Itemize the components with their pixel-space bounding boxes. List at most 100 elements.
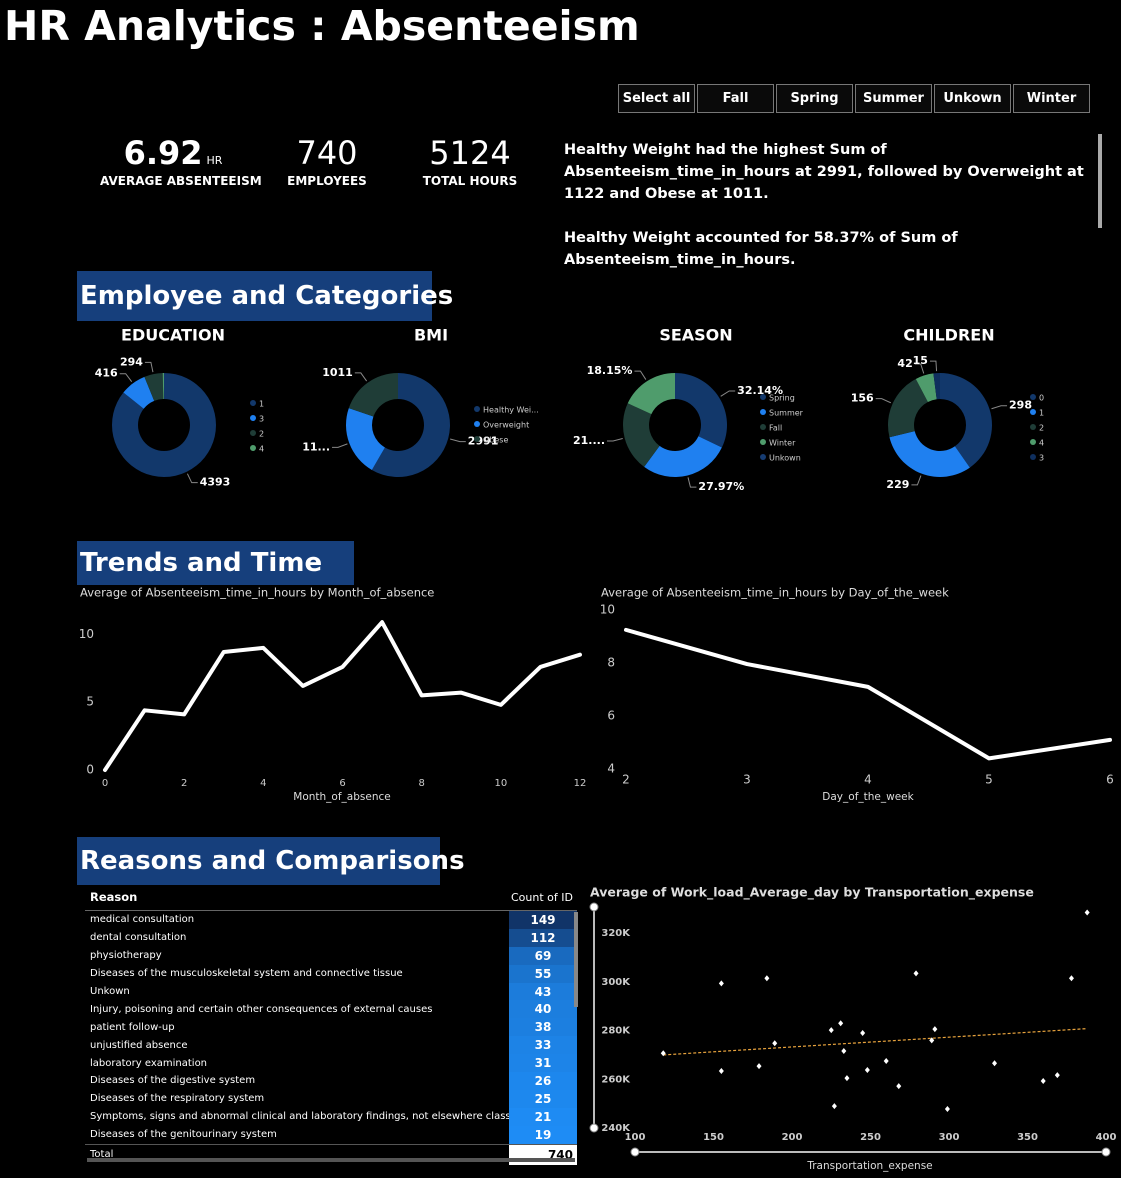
donut-slice (348, 373, 398, 417)
legend-swatch (474, 406, 480, 412)
page-title: HR Analytics : Absenteeism (4, 2, 640, 50)
line (103, 620, 582, 772)
legend-label: Winter (769, 439, 796, 448)
scatter-point (660, 1050, 666, 1057)
table-row: dental consultation 112 (85, 928, 577, 947)
table-scrollbar[interactable] (87, 1158, 575, 1162)
y-tick-label: 10 (600, 603, 615, 617)
legend-label: Healthy Wei... (483, 406, 539, 415)
x-tick-label: 12 (574, 778, 587, 789)
table-row: Symptoms, signs and abnormal clinical an… (85, 1107, 577, 1126)
scatter-point (1068, 975, 1074, 982)
reason-table: Reason Count of ID medical consultation 149… (85, 884, 577, 1165)
table-scrollbar[interactable] (574, 912, 578, 1007)
chart-title: Average of Absenteeism_time_in_hours by … (80, 586, 434, 600)
smart-narrative: Healthy Weight had the highest Sum of Ab… (564, 139, 1094, 293)
count-cell: 38 (509, 1018, 577, 1037)
slider-handle[interactable] (630, 1147, 640, 1157)
legend-label: 2 (1039, 424, 1044, 433)
x-axis-label: Month_of_absence (293, 791, 390, 803)
legend-swatch (760, 394, 766, 400)
scatter-point (764, 975, 770, 982)
x-tick-label: 4 (864, 773, 872, 787)
scatter-point (944, 1106, 950, 1113)
donut-slice (644, 436, 722, 478)
legend-label: Spring (769, 394, 795, 403)
legend-label: 0 (1039, 394, 1044, 403)
y-tick-label: 0 (86, 763, 94, 777)
table-row: unjustified absence 33 (85, 1036, 577, 1055)
legend-swatch (474, 436, 480, 442)
count-cell: 31 (509, 1054, 577, 1073)
slider-handle[interactable] (589, 1123, 599, 1133)
table-row: Unkown 43 (85, 982, 577, 1001)
scatter-point (913, 970, 919, 977)
kpi-value: 740 (296, 134, 358, 172)
scatter-point (992, 1060, 998, 1067)
x-tick-label: 0 (102, 778, 108, 789)
y-tick-label: 10 (79, 627, 94, 641)
slicer-button[interactable]: Unkown (934, 84, 1011, 113)
leader-line (354, 372, 368, 382)
slicer-button[interactable]: Winter (1013, 84, 1090, 113)
slicer-button[interactable]: Fall (697, 84, 774, 113)
data-label: 229 (886, 478, 909, 491)
leader-line (929, 360, 938, 372)
legend-swatch (1030, 424, 1036, 430)
table-row: patient follow-up 38 (85, 1018, 577, 1037)
x-tick-label: 100 (625, 1132, 646, 1143)
scatter-point (883, 1058, 889, 1065)
narrative-text: Healthy Weight had the highest Sum of Ab… (564, 142, 1084, 202)
y-tick-label: 6 (607, 709, 615, 723)
x-tick-label: 300 (939, 1132, 960, 1143)
legend-label: Summer (769, 409, 804, 418)
donut-slice (675, 373, 727, 448)
legend-swatch (250, 415, 256, 421)
donut-slice (623, 403, 660, 467)
slicer-button[interactable]: Spring (776, 84, 853, 113)
scatter-point (929, 1037, 935, 1044)
data-label: 21.... (573, 434, 605, 447)
legend-swatch (1030, 454, 1036, 460)
x-tick-label: 6 (339, 778, 345, 789)
leader-line (634, 370, 647, 380)
legend-label: 4 (1039, 439, 1044, 448)
slider-handle[interactable] (1101, 1147, 1111, 1157)
x-tick-label: 8 (418, 778, 424, 789)
leader-line (911, 475, 922, 486)
slicer-button[interactable]: Select all (618, 84, 695, 113)
data-label: 15 (913, 354, 928, 367)
section-header: Trends and Time (77, 541, 354, 585)
section-header: Employee and Categories (77, 271, 453, 321)
reason-cell: Symptoms, signs and abnormal clinical an… (90, 1111, 509, 1123)
legend-swatch (474, 421, 480, 427)
line (624, 627, 1112, 761)
reason-cell: Unkown (90, 986, 130, 997)
kpi-value: 5124 (429, 134, 511, 172)
count-cell: 25 (509, 1089, 577, 1108)
y-tick-label: 5 (86, 695, 94, 709)
reason-cell: Injury, poisoning and certain other cons… (90, 1003, 433, 1015)
slicer-button[interactable]: Summer (855, 84, 932, 113)
legend-label: Fall (769, 424, 782, 433)
slider-handle[interactable] (589, 902, 599, 912)
data-label: 11... (302, 440, 330, 453)
total-label: Total (90, 1149, 114, 1161)
scatter-point (1084, 909, 1090, 916)
legend-label: Obese (483, 436, 508, 445)
chart-title: SEASON (659, 326, 732, 345)
legend-label: 3 (1039, 454, 1044, 463)
donut-slice (889, 431, 970, 477)
scatter-point (718, 1068, 724, 1075)
leader-line (144, 361, 154, 373)
table-row: physiotherapy 69 (85, 946, 577, 965)
legend-label: 1 (1039, 409, 1044, 418)
data-label: 42 (897, 357, 912, 370)
scatter-point (772, 1040, 778, 1047)
chart-title: EDUCATION (121, 326, 225, 345)
count-cell: 149 (509, 911, 577, 929)
x-axis-label: Transportation_expense (806, 1160, 932, 1172)
scrollbar[interactable] (1098, 134, 1102, 228)
x-tick-label: 2 (181, 778, 187, 789)
